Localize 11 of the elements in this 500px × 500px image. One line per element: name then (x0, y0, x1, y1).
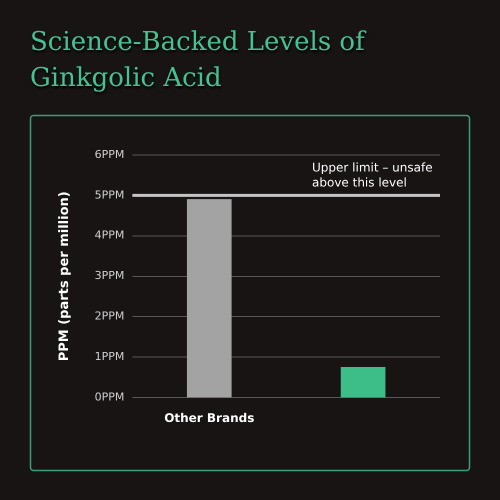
y-tick-label: 6PPM (94, 148, 124, 161)
y-axis-title: PPM (parts per million) (57, 191, 72, 362)
y-tick-label: 0PPM (94, 390, 124, 404)
y-tick-label: 5PPM (94, 188, 124, 202)
x-tick-label: Other Brands (164, 410, 254, 425)
y-tick-label: 4PPM (94, 228, 124, 242)
y-tick-label: 3PPM (94, 269, 124, 282)
y-tick-label: 2PPM (94, 310, 124, 323)
ref-line-label: Upper limit – unsafe above this level (312, 160, 433, 190)
y-tick-label: 1PPM (94, 350, 124, 364)
chart-title: Science-Backed Levels of Ginkgolic Acid (30, 26, 368, 95)
